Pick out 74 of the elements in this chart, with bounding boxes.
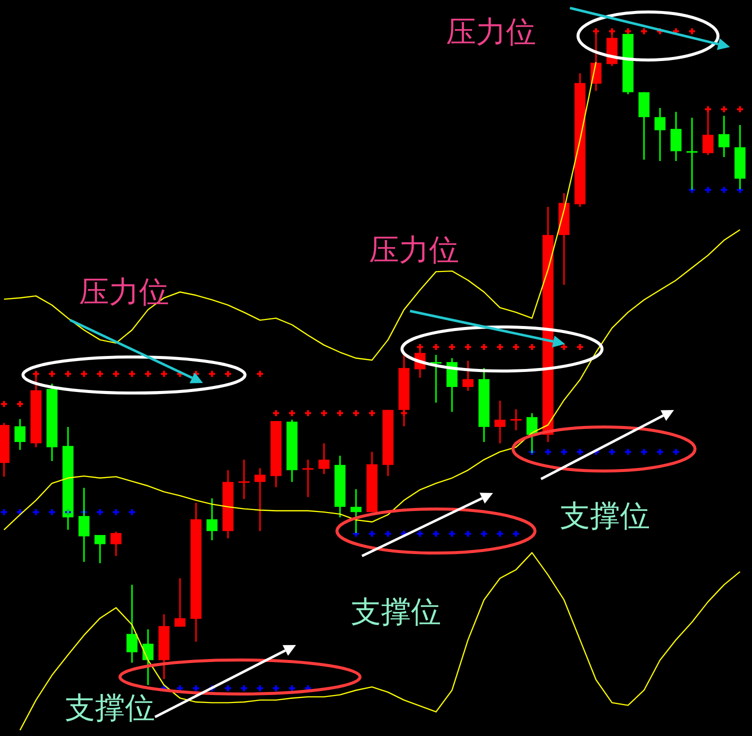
candlestick (494, 400, 506, 444)
point (48, 370, 56, 378)
point (96, 370, 104, 378)
point (48, 508, 56, 516)
point (672, 448, 680, 456)
point (464, 530, 472, 538)
point (736, 186, 744, 194)
point (400, 530, 408, 538)
candlestick (62, 426, 74, 531)
point (736, 105, 744, 114)
point (128, 508, 136, 516)
point (544, 448, 552, 456)
point (80, 370, 88, 378)
point (16, 508, 24, 516)
point (480, 530, 488, 538)
point (656, 27, 664, 36)
point (688, 27, 696, 36)
point (112, 370, 120, 378)
point (720, 105, 728, 114)
point (192, 684, 200, 692)
annotation: 压力位 (79, 275, 169, 310)
point (256, 370, 264, 378)
point (320, 409, 328, 418)
point (608, 448, 616, 456)
point (64, 370, 72, 378)
text: 支撑位 (65, 691, 155, 726)
point (416, 530, 424, 538)
point (224, 370, 232, 378)
point (0, 508, 8, 516)
point (720, 186, 728, 194)
point (624, 448, 632, 456)
point (704, 186, 712, 194)
point (64, 508, 72, 516)
candlestick (318, 442, 330, 475)
point (352, 409, 360, 418)
point (384, 530, 392, 538)
point (240, 684, 248, 692)
point (224, 684, 232, 692)
point (96, 508, 104, 516)
point (272, 684, 280, 692)
point (640, 448, 648, 456)
point (496, 530, 504, 538)
point (528, 448, 536, 456)
point (560, 448, 568, 456)
point (288, 409, 296, 418)
point (208, 370, 216, 378)
point (368, 530, 376, 538)
point (352, 530, 360, 538)
annotation: 压力位 (369, 233, 459, 268)
point (144, 370, 152, 378)
point (432, 530, 440, 538)
point (256, 684, 264, 692)
point (512, 530, 520, 538)
point (640, 27, 648, 36)
point (336, 409, 344, 418)
point (448, 530, 456, 538)
point (688, 186, 696, 194)
point (272, 409, 280, 418)
point (128, 370, 136, 378)
point (32, 508, 40, 516)
annotation: 压力位 (446, 15, 536, 50)
annotation: 支撑位 (351, 595, 441, 630)
point (656, 448, 664, 456)
point (576, 448, 584, 456)
point (208, 684, 216, 692)
annotation: 支撑位 (560, 499, 650, 534)
point (368, 409, 376, 418)
point (624, 27, 632, 36)
candlestick (254, 467, 266, 532)
point (80, 508, 88, 516)
point (400, 409, 408, 418)
point (160, 370, 168, 378)
point (304, 409, 312, 418)
point (112, 508, 120, 516)
